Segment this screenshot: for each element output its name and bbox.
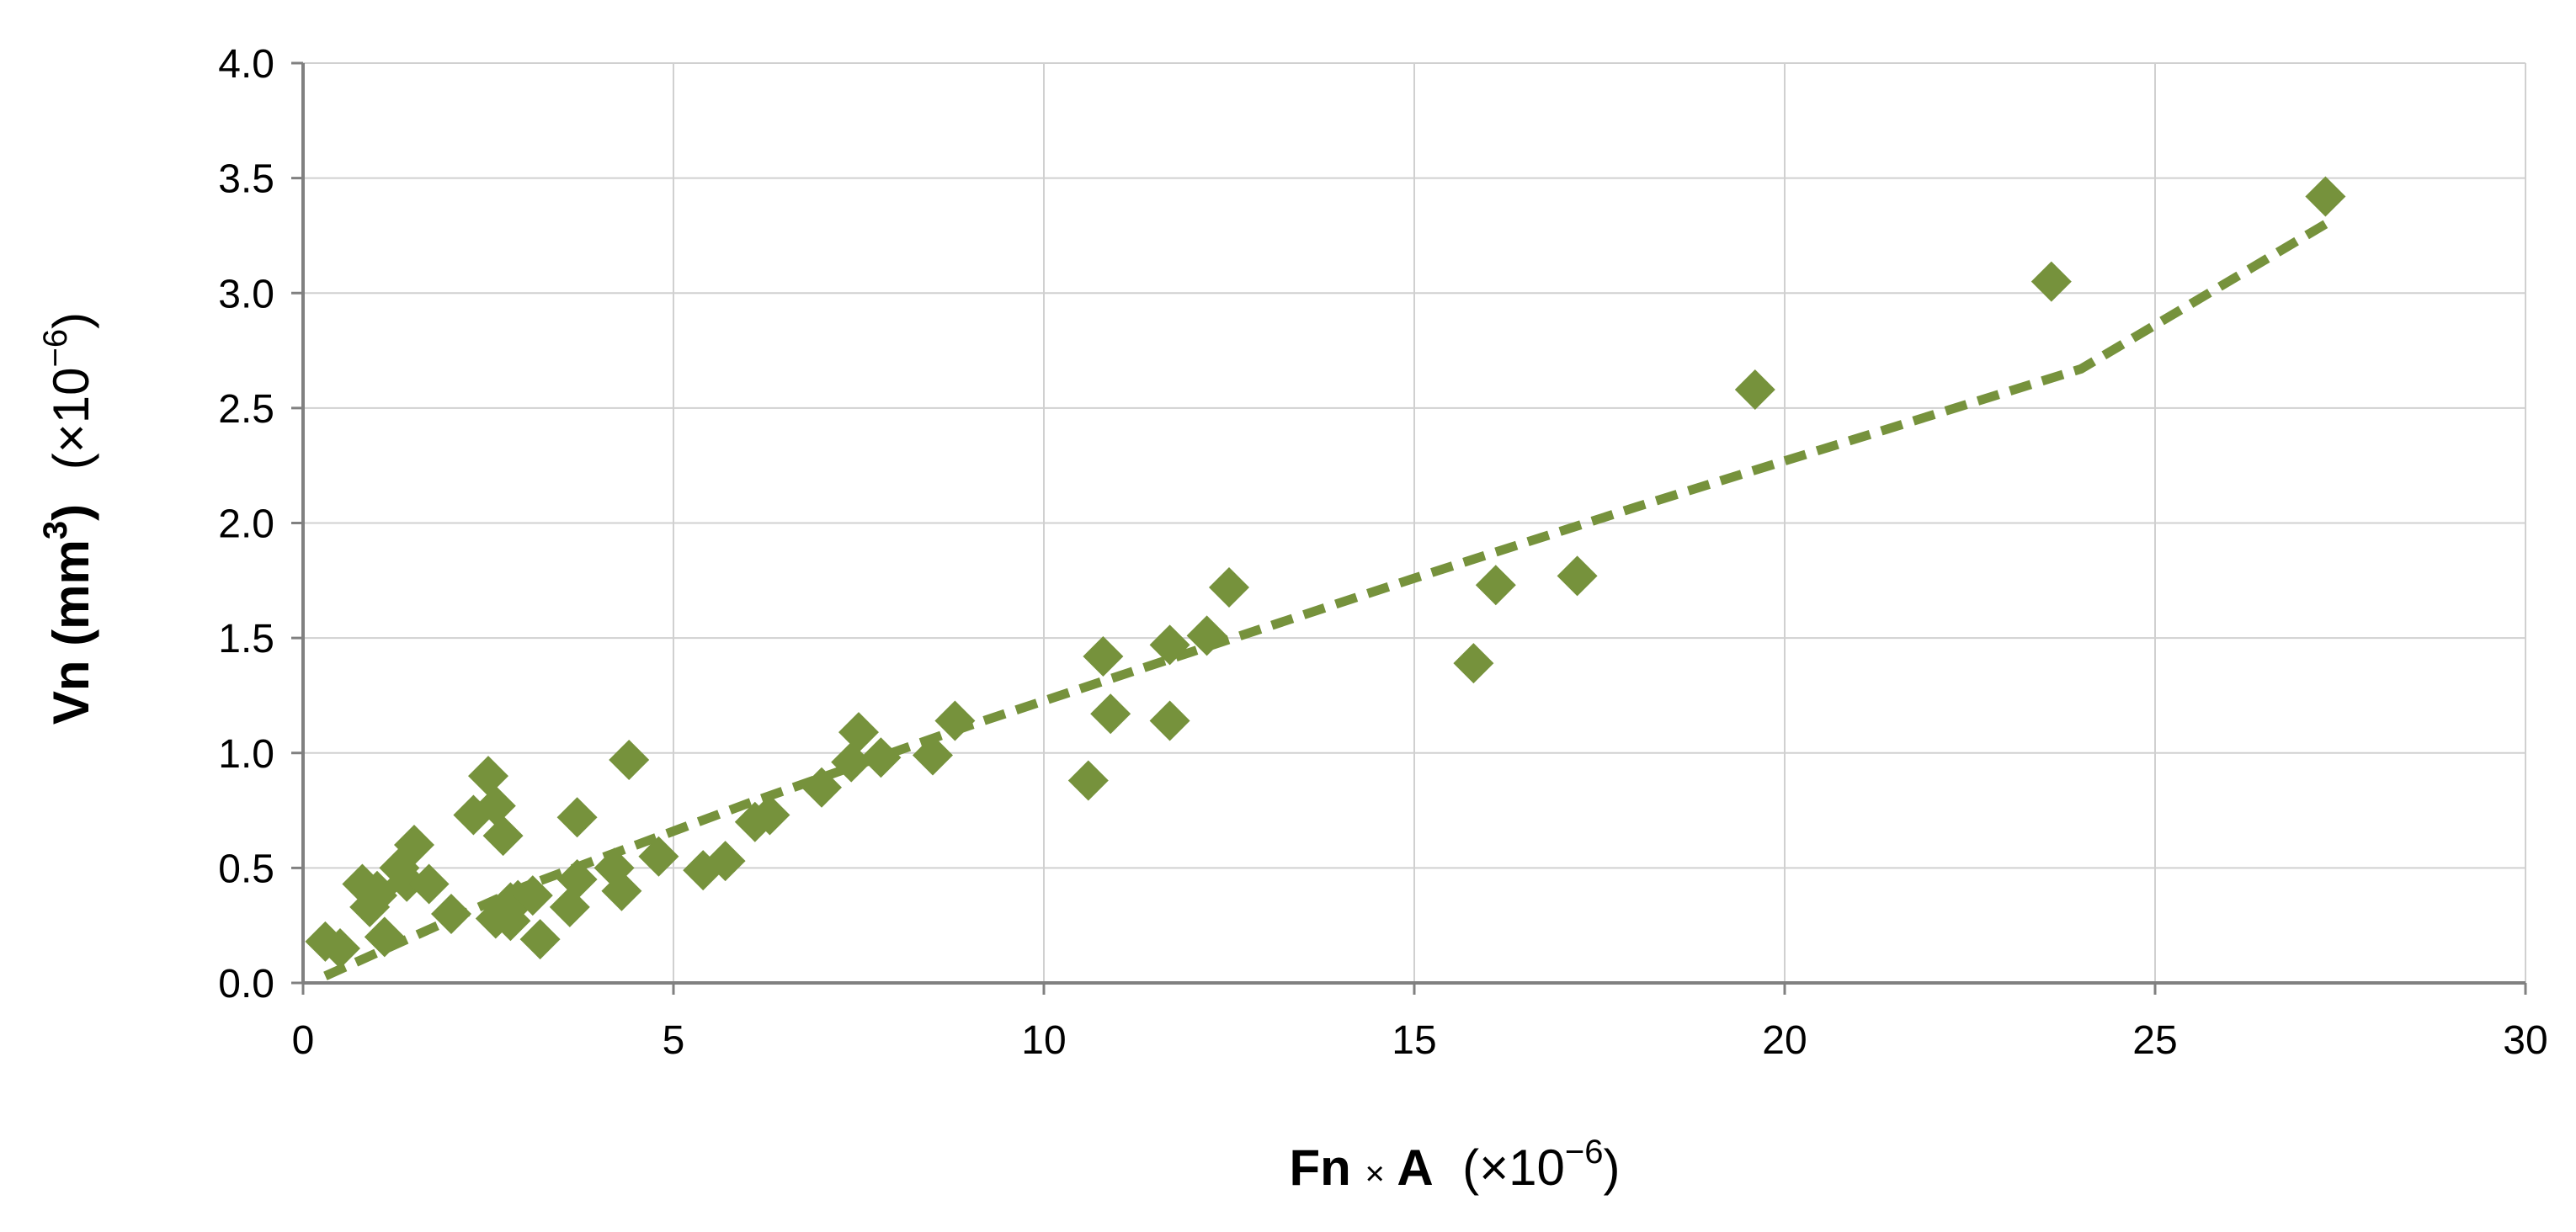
y-tick-label: 2.5 [218, 387, 274, 432]
x-tick-label: 10 [1021, 1018, 1066, 1063]
data-point [364, 916, 405, 958]
data-points [305, 176, 2346, 969]
data-point [683, 850, 724, 891]
data-point [556, 859, 598, 900]
data-point [357, 870, 397, 911]
data-point [705, 841, 746, 882]
x-axis-title: Fn × A (×10−6) [1290, 1134, 1621, 1196]
x-axis-title-mult: (×10 [1462, 1139, 1565, 1196]
data-point [408, 863, 450, 905]
axes [291, 61, 2527, 995]
x-axis-title-var: A [1397, 1139, 1432, 1196]
y-axis-title-mult: (×10 [43, 367, 99, 470]
data-point [1557, 555, 1598, 597]
data-point [1083, 635, 1124, 677]
data-point [431, 894, 471, 935]
data-point [838, 712, 879, 753]
x-axis-title-main: Fn [1290, 1139, 1351, 1196]
data-point [749, 794, 790, 836]
trendline [323, 220, 2329, 980]
y-axis-title-main: Vn (mm [43, 539, 99, 725]
y-axis-title: Vn (mm3) (×10−6) [37, 312, 99, 725]
x-tick-label: 5 [663, 1018, 685, 1063]
trendline-group [323, 220, 2329, 980]
data-point [1067, 760, 1109, 801]
y-axis-title-close: ) [43, 312, 99, 329]
data-point [482, 815, 524, 857]
y-axis-title-unit-close: ) [43, 504, 99, 521]
x-tick-label: 25 [2132, 1018, 2177, 1063]
data-point [934, 700, 976, 741]
data-point [1475, 565, 1516, 606]
y-tick-label: 1.5 [218, 617, 274, 661]
data-point [468, 756, 508, 797]
data-point [394, 825, 434, 866]
y-tick-label: 3.0 [218, 272, 274, 316]
data-point [2030, 261, 2072, 302]
x-axis-title-close: ) [1603, 1139, 1620, 1196]
y-axis-title-exp: −6 [37, 329, 74, 368]
data-point [913, 735, 953, 776]
x-tick-labels: 0 5 10 15 20 25 30 [292, 1018, 2548, 1063]
data-point [1209, 567, 1249, 608]
data-point [1186, 615, 1227, 656]
y-tick-label: 0.5 [218, 847, 274, 891]
data-point [512, 875, 553, 916]
y-tick-label: 0.0 [218, 962, 274, 1006]
x-tick-label: 15 [1392, 1018, 1436, 1063]
y-tick-labels: 0.0 0.5 1.0 1.5 2.0 2.5 3.0 3.5 4.0 [218, 42, 274, 1006]
data-point [1734, 369, 1775, 411]
y-tick-label: 2.0 [218, 502, 274, 547]
data-point [601, 870, 642, 911]
y-tick-label: 1.0 [218, 732, 274, 777]
x-tick-label: 0 [292, 1018, 315, 1063]
data-point [638, 836, 679, 877]
y-tick-label: 4.0 [218, 42, 274, 87]
x-tick-label: 20 [1762, 1018, 1807, 1063]
data-point [320, 928, 360, 969]
gridlines [303, 62, 2526, 983]
y-axis-title-unit-exp: 3 [37, 521, 74, 539]
x-tick-label: 30 [2503, 1018, 2547, 1063]
data-point [556, 797, 598, 838]
data-point [609, 739, 650, 780]
data-point [475, 785, 516, 826]
x-axis-title-times: × [1365, 1155, 1385, 1192]
data-point [1149, 624, 1190, 666]
data-point [860, 737, 902, 778]
y-tick-label: 3.5 [218, 157, 274, 202]
data-point [831, 741, 872, 783]
data-point [1090, 693, 1131, 735]
x-axis-title-exp: −6 [1565, 1134, 1604, 1171]
data-point [801, 767, 842, 808]
data-point [1453, 643, 1494, 684]
data-point [1149, 700, 1190, 741]
data-point [519, 919, 561, 960]
data-point [2305, 176, 2346, 217]
